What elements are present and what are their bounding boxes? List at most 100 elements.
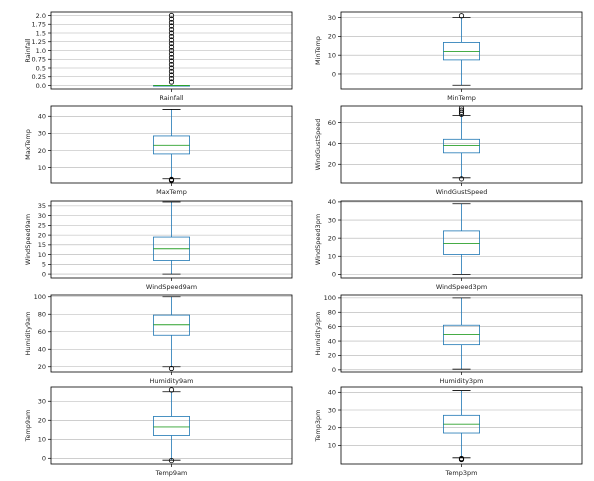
y-tick-label: 30 xyxy=(38,398,46,406)
y-tick-label: 20 xyxy=(328,424,336,432)
x-tick-label: Rainfall xyxy=(159,94,183,102)
y-tick-label: 20 xyxy=(328,234,336,242)
y-axis-label: Temp9am xyxy=(24,410,32,443)
y-tick-label: 10 xyxy=(328,253,336,261)
y-tick-label: 10 xyxy=(38,251,46,259)
outlier-point xyxy=(168,44,175,50)
subplot-humidity3pm: 0 20 40 60 80 100 Humidity3pm Humidity3pm xyxy=(314,294,583,385)
subplot-rainfall: 0.00.250.50.751.01.251.51.752.0 Rainfall R… xyxy=(24,11,293,102)
y-tick-label: 5 xyxy=(42,261,46,269)
y-tick-label: 35 xyxy=(38,202,46,210)
y-tick-label: 0.75 xyxy=(32,56,46,64)
subplot-maxtemp: 10 20 30 40 MaxTemp MaxTemp xyxy=(24,105,293,196)
outlier-point xyxy=(168,23,175,29)
outlier-point xyxy=(168,176,175,183)
outlier-point xyxy=(168,33,175,40)
y-tick-label: 1.5 xyxy=(36,29,46,37)
y-tick-label: 0 xyxy=(42,270,46,278)
x-tick-label: Humidity3pm xyxy=(439,377,483,385)
iqr-box xyxy=(153,416,190,436)
outlier-point xyxy=(168,47,175,54)
y-tick-label: 0 xyxy=(332,366,336,374)
outlier-point xyxy=(168,79,175,85)
y-tick-label: 10 xyxy=(38,164,46,172)
y-tick-label: 10 xyxy=(328,51,336,59)
y-tick-label: 60 xyxy=(328,323,336,331)
y-tick-label: 80 xyxy=(328,309,336,317)
y-tick-label: 40 xyxy=(328,337,336,345)
subplot-humidity9am: 20 40 60 80 100 Humidity9am Humidity9am xyxy=(24,293,293,385)
y-axis-label: WindSpeed9am xyxy=(24,214,32,265)
subplot-windspeed3pm: 0 10 20 30 40 WindSpeed3pm WindSpeed3pm xyxy=(314,198,583,291)
y-tick-label: 25 xyxy=(38,222,46,230)
y-tick-label: 0 xyxy=(42,455,46,463)
outlier-point xyxy=(168,40,175,47)
subplot-windgustspeed: 20 40 60 WindGustSpeed WindGustSpeed xyxy=(314,105,583,196)
x-tick-label: MaxTemp xyxy=(156,188,187,196)
outlier-point xyxy=(168,12,175,19)
y-tick-label: 20 xyxy=(38,231,46,239)
y-tick-label: 40 xyxy=(328,389,336,397)
y-tick-label: 15 xyxy=(38,241,46,249)
y-axis-label: MaxTemp xyxy=(24,129,32,160)
x-tick-label: Temp3pm xyxy=(445,469,478,477)
y-tick-label: 10 xyxy=(38,436,46,444)
y-tick-label: 0.5 xyxy=(36,64,46,72)
y-tick-label: 100 xyxy=(34,293,46,301)
y-tick-label: 1.25 xyxy=(32,38,46,46)
outlier-point xyxy=(168,68,175,75)
y-tick-label: 30 xyxy=(328,216,336,224)
y-axis-label: WindSpeed3pm xyxy=(314,214,322,265)
x-tick-label: Temp9am xyxy=(155,469,188,477)
y-tick-label: 30 xyxy=(38,130,46,138)
y-axis-label: WindGustSpeed xyxy=(314,119,322,171)
y-tick-label: 60 xyxy=(38,328,46,336)
y-tick-label: 20 xyxy=(328,33,336,41)
y-tick-label: 0 xyxy=(332,70,336,78)
y-tick-label: 80 xyxy=(38,311,46,319)
outlier-point xyxy=(458,107,465,113)
y-tick-label: 100 xyxy=(324,294,336,302)
outlier-point xyxy=(168,26,175,33)
outlier-point xyxy=(168,51,175,57)
y-tick-label: 20 xyxy=(328,161,336,169)
x-tick-label: MinTemp xyxy=(447,94,476,102)
subplot-temp3pm: 10 20 30 40 Temp3pm Temp3pm xyxy=(314,386,583,477)
y-axis-label: Humidity9am xyxy=(24,312,32,356)
outlier-point xyxy=(168,75,175,82)
y-axis-label: Humidity3pm xyxy=(314,311,322,355)
x-tick-label: Humidity9am xyxy=(150,377,194,385)
y-tick-label: 30 xyxy=(328,406,336,414)
y-tick-label: 0.0 xyxy=(36,82,46,90)
y-tick-label: 30 xyxy=(328,14,336,22)
outlier-point xyxy=(168,54,175,61)
outlier-point xyxy=(458,176,465,182)
y-tick-label: 20 xyxy=(38,147,46,155)
y-axis-label: MinTemp xyxy=(314,36,322,65)
y-tick-label: 40 xyxy=(38,346,46,354)
y-tick-label: 0 xyxy=(332,271,336,279)
y-axis-label: Temp3pm xyxy=(314,410,322,443)
y-tick-label: 0.25 xyxy=(32,73,46,81)
outlier-point xyxy=(168,37,175,43)
outlier-point xyxy=(168,61,175,68)
outlier-point xyxy=(168,16,175,22)
y-tick-label: 30 xyxy=(38,212,46,220)
outlier-point xyxy=(168,58,175,64)
y-tick-label: 1.0 xyxy=(36,47,46,55)
y-tick-label: 40 xyxy=(328,140,336,148)
subplot-mintemp: 0 10 20 30 MinTemp MinTemp xyxy=(314,11,583,102)
outlier-point xyxy=(168,365,175,372)
iqr-box xyxy=(443,138,480,154)
y-tick-label: 60 xyxy=(328,119,336,127)
outlier-point xyxy=(168,457,175,464)
y-tick-label: 20 xyxy=(38,363,46,371)
y-tick-label: 10 xyxy=(328,442,336,450)
y-tick-label: 40 xyxy=(38,113,46,121)
outlier-point xyxy=(168,387,175,393)
outlier-point xyxy=(168,30,175,36)
y-tick-label: 2.0 xyxy=(36,12,46,20)
outlier-point xyxy=(168,65,175,71)
y-tick-label: 20 xyxy=(328,352,336,360)
